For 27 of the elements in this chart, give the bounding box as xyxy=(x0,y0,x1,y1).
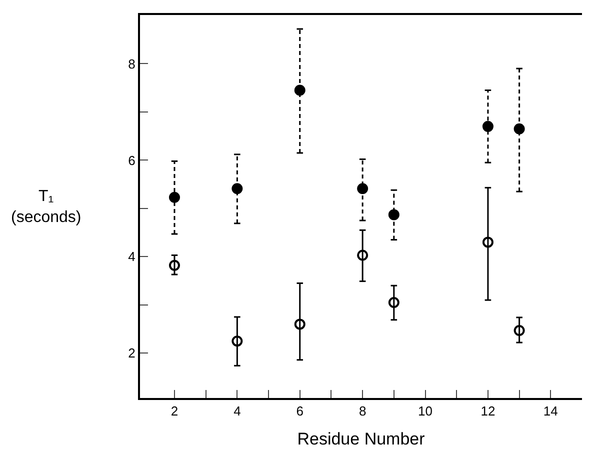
y-axis-title: T₁ (seconds) xyxy=(11,188,82,226)
point xyxy=(168,260,180,271)
point xyxy=(357,250,368,261)
point xyxy=(482,120,494,132)
point xyxy=(514,123,525,134)
y-tick-label: 4 xyxy=(128,249,136,264)
point xyxy=(232,336,243,347)
y-tick-label: 6 xyxy=(128,152,136,168)
point xyxy=(388,209,400,220)
x-tick-label: 8 xyxy=(358,404,366,419)
x-tick-label: 14 xyxy=(543,404,558,419)
x-tick-label: 4 xyxy=(234,404,241,419)
point xyxy=(294,318,306,330)
point xyxy=(388,296,400,308)
point xyxy=(514,324,525,336)
x-tick-label: 2 xyxy=(170,404,178,419)
point xyxy=(294,84,306,96)
x-tick-label: 10 xyxy=(418,404,432,419)
y-tick-label: 8 xyxy=(128,56,136,72)
x-axis-title: Residue Number xyxy=(297,430,426,448)
point xyxy=(482,236,494,248)
point xyxy=(168,192,180,203)
x-tick-label: 12 xyxy=(480,404,496,419)
y-tick-label: 2 xyxy=(128,346,136,361)
x-tick-label: 6 xyxy=(296,404,304,419)
point xyxy=(357,183,368,194)
point xyxy=(232,183,243,194)
